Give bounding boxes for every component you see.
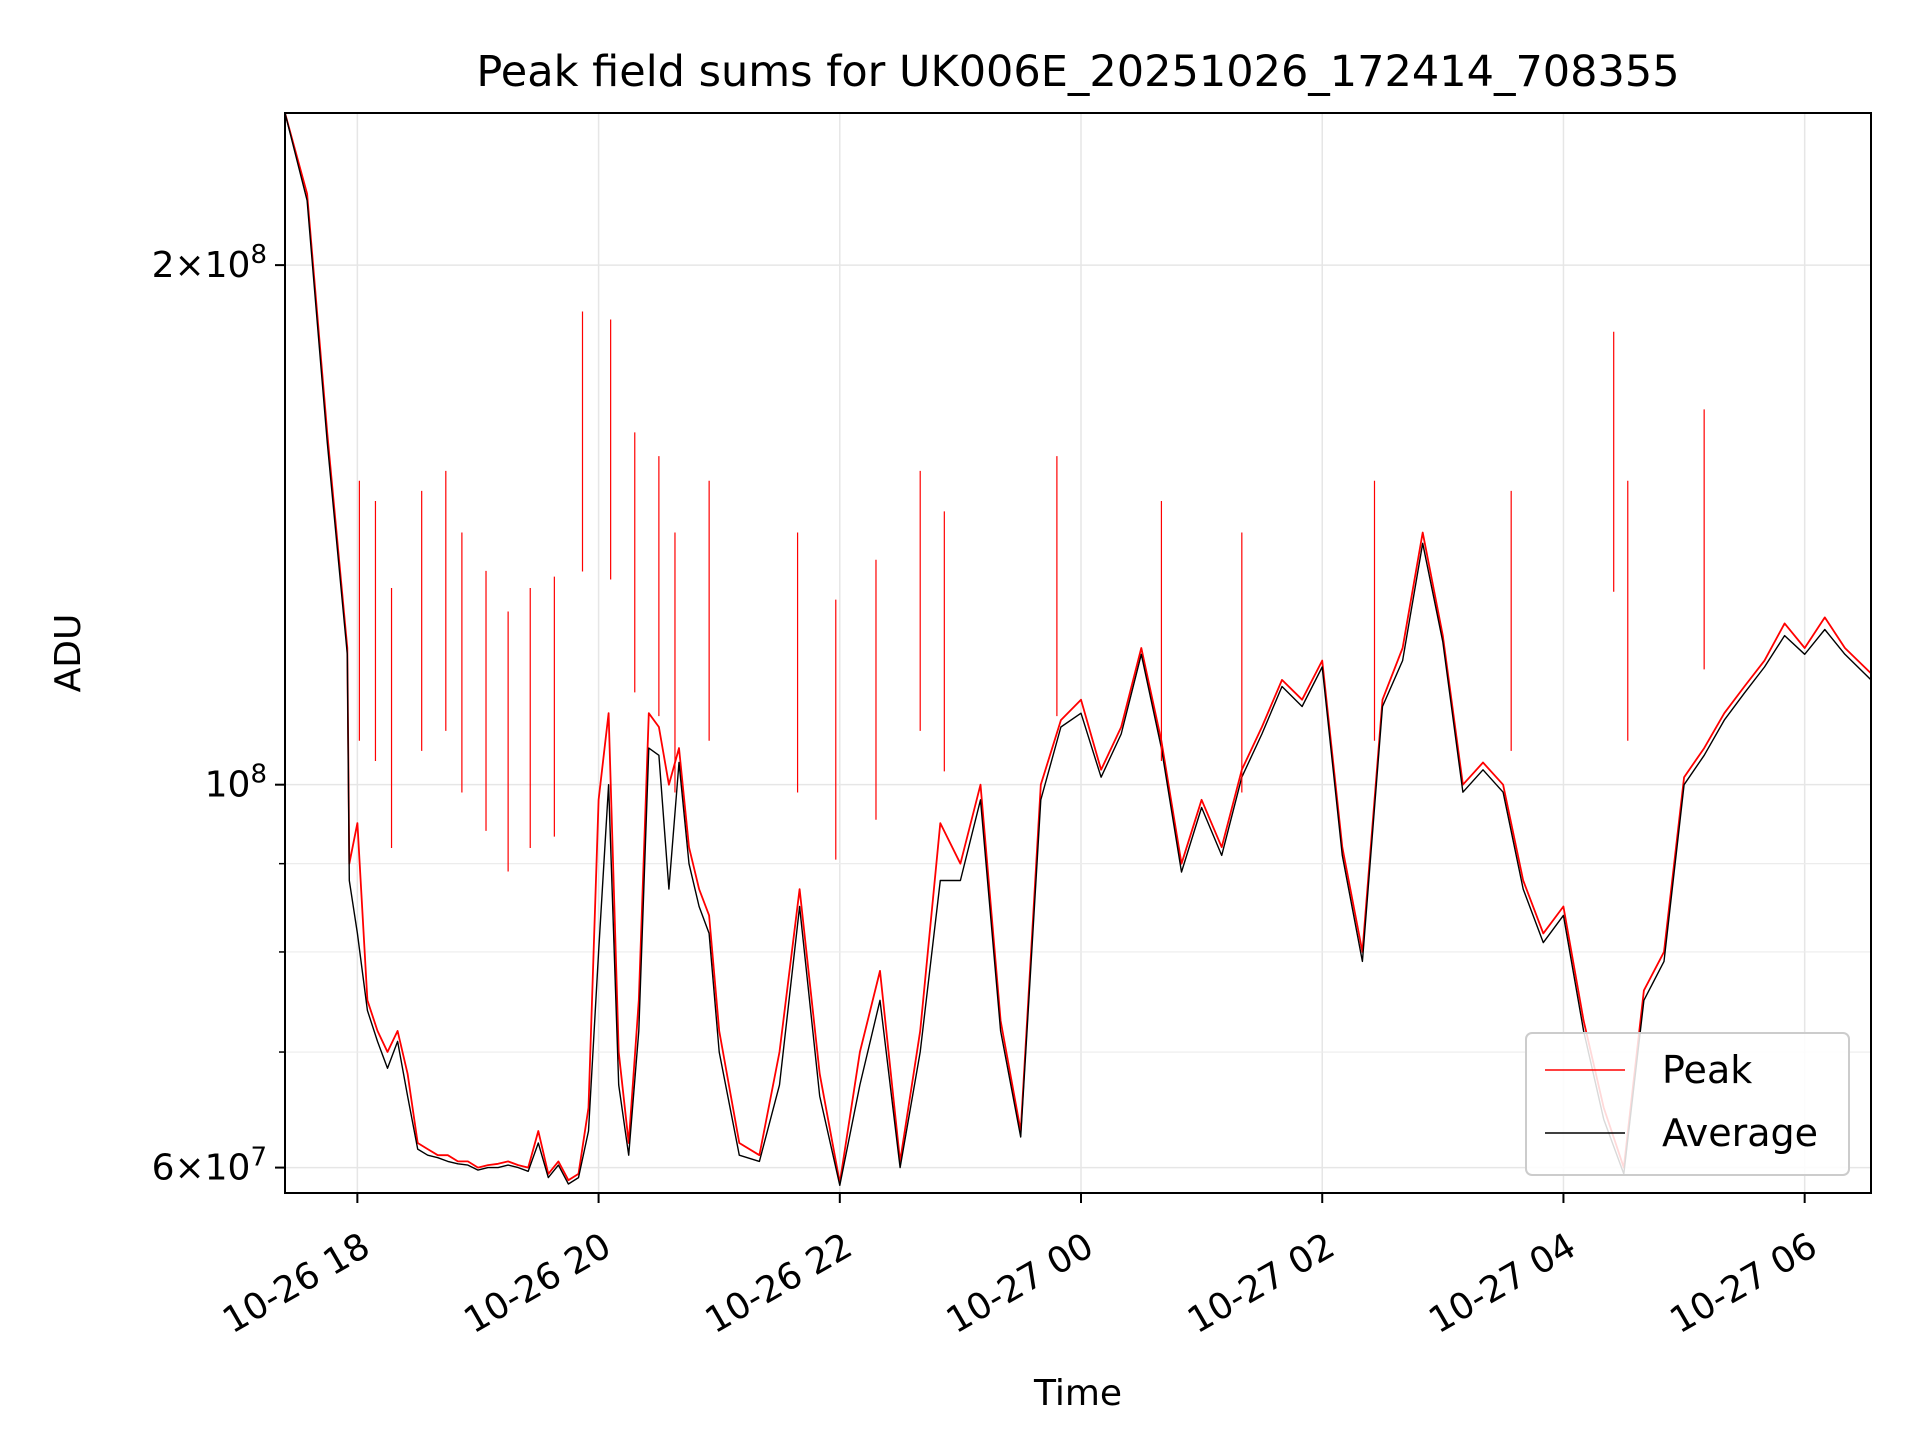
legend: Peak Average [1525,1032,1850,1176]
series-line-peak [285,113,1871,1184]
y-tick-label: 108 [205,760,267,806]
y-tick-label: 6×107 [152,1143,267,1189]
x-axis-label: Time [1033,1373,1122,1414]
legend-box [1525,1032,1850,1176]
legend-label-average: Average [1662,1111,1818,1155]
y-axis-label: ADU [48,614,89,693]
series-line-average [285,113,1871,1187]
y-tick-label: 2×108 [152,240,267,286]
legend-label-peak: Peak [1662,1048,1752,1092]
chart-title: Peak field sums for UK006E_20251026_1724… [476,47,1679,97]
y-axis: 2×108 108 6×107 [152,240,285,1189]
plot-frame [284,112,1872,1194]
series-lines [285,113,1871,1187]
